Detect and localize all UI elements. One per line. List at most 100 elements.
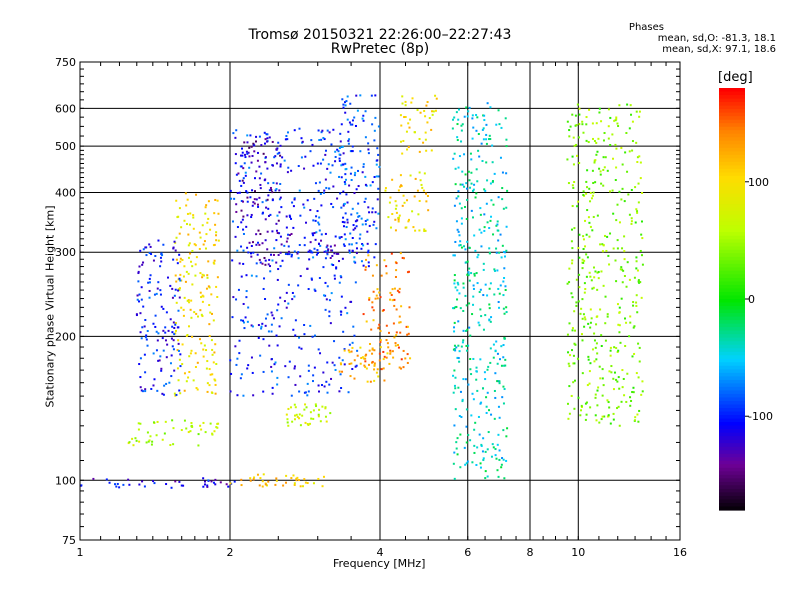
data-point [434,109,437,112]
data-point [482,127,485,130]
data-point [615,166,618,169]
data-point [137,270,140,273]
data-point [187,431,190,434]
data-point [379,339,382,342]
data-point [632,301,635,304]
data-point [291,420,294,423]
data-point [582,313,585,316]
data-point [401,102,404,105]
data-point [356,212,359,215]
data-point [159,289,162,292]
data-point [455,111,458,114]
data-point [255,243,258,246]
data-point [368,342,371,345]
data-point [149,435,152,438]
data-point [465,182,468,185]
data-point [320,138,323,141]
colorbar-segment [719,140,745,145]
data-point [234,136,237,139]
data-point [283,244,286,247]
data-point [247,251,250,254]
data-point [630,188,633,191]
data-point [170,354,173,357]
data-point [285,135,288,138]
data-point [333,244,336,247]
data-point [251,371,254,374]
data-point [641,263,644,266]
data-point [481,387,484,390]
data-point [205,287,208,290]
data-point [463,153,466,156]
data-point [472,287,475,290]
data-point [162,243,165,246]
data-point [568,267,571,270]
data-point [467,273,470,276]
data-point [571,259,574,262]
data-point [388,201,391,204]
data-point [367,265,370,268]
data-point [600,334,603,337]
data-point [502,280,505,283]
data-point [580,409,583,412]
data-point [367,152,370,155]
data-point [255,135,258,138]
data-point [171,296,174,299]
data-point [579,414,582,417]
data-point [395,308,398,311]
data-point [253,190,256,193]
data-point [248,241,251,244]
data-point [182,484,185,487]
data-point [171,419,174,422]
data-point [305,221,308,224]
data-point [317,242,320,245]
data-point [570,394,573,397]
data-point [246,134,249,137]
data-point [277,268,280,271]
data-point [591,229,594,232]
data-point [322,294,325,297]
data-point [409,118,412,121]
data-point [386,342,389,345]
data-point [475,129,478,132]
data-point [483,119,486,122]
data-point [265,206,268,209]
data-point [566,120,569,123]
data-point [595,153,598,156]
data-point [465,408,468,411]
data-point [613,371,616,374]
data-point [464,173,467,176]
data-point [496,220,499,223]
data-point [183,389,186,392]
data-point [279,182,282,185]
data-point [339,373,342,376]
data-point [354,227,357,230]
colorbar-segment [719,492,745,497]
data-point [464,329,467,332]
data-point [465,425,468,428]
data-point [309,209,312,212]
data-point [201,273,204,276]
data-point [231,316,234,319]
data-point [411,97,414,100]
data-point [571,205,574,208]
data-point [302,203,305,206]
data-point [500,345,503,348]
data-point [407,332,410,335]
data-point [452,307,455,310]
data-point [189,252,192,255]
data-point [348,121,351,124]
data-point [244,153,247,156]
data-point [354,171,357,174]
data-point [321,129,324,132]
data-point [586,186,589,189]
data-point [469,439,472,442]
data-point [466,460,469,463]
data-point [192,227,195,230]
data-point [360,217,363,220]
data-point [300,156,303,159]
data-point [247,364,250,367]
data-point [629,404,632,407]
data-point [616,247,619,250]
data-point [333,252,336,255]
data-point [493,389,496,392]
